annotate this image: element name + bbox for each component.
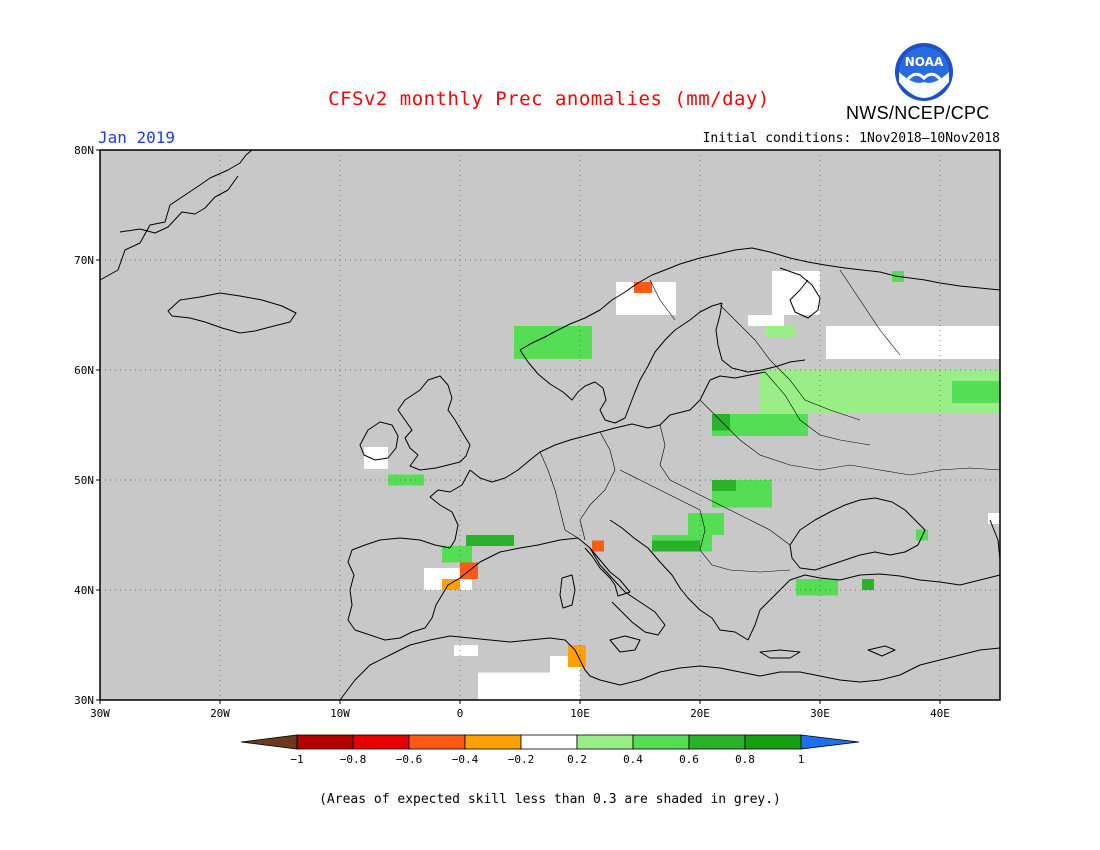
sweden-coast xyxy=(599,302,723,424)
lon-tick-label: 0 xyxy=(457,707,464,720)
iceland-coast xyxy=(167,292,297,334)
anomaly-layer xyxy=(364,271,1000,700)
anomaly-cell-green-black-sea-east xyxy=(916,529,928,541)
anomaly-cell-white-lapland xyxy=(772,271,820,315)
anomaly-cell-white-north-russia xyxy=(826,326,1000,359)
greenland-coast xyxy=(99,149,253,281)
agency-label: NWS/NCEP/CPC xyxy=(846,103,990,123)
colorbar-bin xyxy=(520,734,578,750)
italy-coast xyxy=(589,547,666,636)
anomaly-cell-green-hungary-dark xyxy=(712,480,736,491)
colorbar-label: −0.6 xyxy=(396,753,423,766)
lon-tick-label: 40E xyxy=(930,707,950,720)
lat-tick-label: 60N xyxy=(74,364,94,377)
white-sea-coast xyxy=(779,267,821,319)
lon-tick-label: 10E xyxy=(570,707,590,720)
lon-tick-label: 10W xyxy=(330,707,350,720)
anomaly-cell-green-adriatic xyxy=(688,513,724,535)
colorbar-min-triangle xyxy=(240,734,298,750)
colorbar-bin xyxy=(352,734,410,750)
colorbar-label: −0.4 xyxy=(452,753,479,766)
colorbar-label: 0.6 xyxy=(679,753,699,766)
colorbar-bin xyxy=(408,734,466,750)
colorbar-bin xyxy=(464,734,522,750)
lon-tick-label: 30E xyxy=(810,707,830,720)
anomaly-cell-green-mid-east xyxy=(952,381,1000,403)
colorbar-label: −1 xyxy=(290,753,303,766)
greenland-coast-2 xyxy=(119,175,239,234)
britain-coast xyxy=(397,375,471,471)
anomaly-cell-green-turkey xyxy=(796,579,838,596)
adriatic-coast xyxy=(609,519,749,641)
colorbar-bin xyxy=(688,734,746,750)
lat-tick-label: 40N xyxy=(74,584,94,597)
skill-footnote: (Areas of expected skill less than 0.3 a… xyxy=(319,792,781,807)
aegean-coast xyxy=(747,573,1001,641)
colorbar-label: −0.2 xyxy=(508,753,535,766)
lat-tick-label: 70N xyxy=(74,254,94,267)
noaa-logo-text: NOAA xyxy=(905,55,944,69)
plot-frame xyxy=(99,149,1001,701)
baltic-east-coast xyxy=(659,371,766,426)
continent-atlantic-coast xyxy=(469,423,661,483)
med-north-coast xyxy=(479,537,631,597)
anomaly-cell-white-east-caucasus xyxy=(988,513,1000,524)
anomaly-cell-red-italy xyxy=(592,540,604,552)
iberia-coast xyxy=(347,537,481,641)
lon-tick-label: 30W xyxy=(90,707,110,720)
lon-tick-label: 20W xyxy=(210,707,230,720)
colorbar-bin xyxy=(296,734,354,750)
lat-tick-label: 50N xyxy=(74,474,94,487)
colorbar: −1 −0.8 −0.6 −0.4 −0.2 0.2 0.4 0.6 0.8 1 xyxy=(240,734,860,766)
anomaly-cell-white-finland xyxy=(748,315,784,326)
lat-tick-label: 30N xyxy=(74,694,94,707)
anomaly-cell-green-balkan-dark xyxy=(652,540,700,552)
cyprus-coast xyxy=(867,645,896,657)
colorbar-label: 0.8 xyxy=(735,753,755,766)
colorbar-bin xyxy=(576,734,634,750)
sicily-coast xyxy=(609,635,641,653)
anomaly-cell-orange-tunisia xyxy=(568,645,586,667)
anomaly-cell-green-france-south xyxy=(466,535,514,546)
anomaly-cell-white-ireland xyxy=(364,447,388,469)
anomaly-cell-green-poland-dark xyxy=(712,414,730,431)
crete-coast xyxy=(759,649,801,659)
map-title: CFSv2 monthly Prec anomalies (mm/day) xyxy=(328,88,770,110)
axis-labels: 30N 40N 50N 60N 70N 80N 30W 20W 10W 0 10E 20E 30E 40E xyxy=(74,144,950,720)
anomaly-cell-green-pyrenees xyxy=(442,546,472,563)
scandinavia-coast xyxy=(519,247,1001,351)
colorbar-bin xyxy=(744,734,802,750)
anomaly-cell-white-algeria xyxy=(454,645,478,656)
gridlines xyxy=(100,150,1000,700)
north-africa-coast xyxy=(339,635,1001,701)
norway-south-coast xyxy=(519,349,604,401)
colorbar-label: 0.4 xyxy=(623,753,643,766)
initial-conditions: Initial conditions: 1Nov2018–10Nov2018 xyxy=(702,131,1000,146)
coastlines xyxy=(99,149,1001,701)
skill-mask-background xyxy=(100,150,1000,700)
anomaly-cell-orange-spain xyxy=(442,579,460,590)
lat-tick-label: 80N xyxy=(74,144,94,157)
colorbar-label: 1 xyxy=(798,753,805,766)
anomaly-cell-green-baltic xyxy=(712,414,808,436)
colorbar-max-triangle xyxy=(800,734,860,750)
colorbar-bin xyxy=(632,734,690,750)
ireland-coast xyxy=(359,421,399,461)
sardinia-coast xyxy=(559,574,576,609)
anomaly-cell-orange-norway xyxy=(634,282,652,293)
colorbar-label: 0.2 xyxy=(567,753,587,766)
colorbar-label: −0.8 xyxy=(340,753,367,766)
anomaly-cell-green-turkey-dark xyxy=(862,579,874,590)
france-coast xyxy=(429,469,471,549)
finland-coast xyxy=(715,302,806,373)
anomaly-cell-green-finland-north xyxy=(766,326,796,337)
anomaly-cell-green-norway-coast xyxy=(514,326,592,359)
lon-tick-label: 20E xyxy=(690,707,710,720)
forecast-month: Jan 2019 xyxy=(98,128,176,147)
noaa-logo-icon: NOAA xyxy=(895,43,953,101)
black-sea-coast xyxy=(789,497,926,571)
